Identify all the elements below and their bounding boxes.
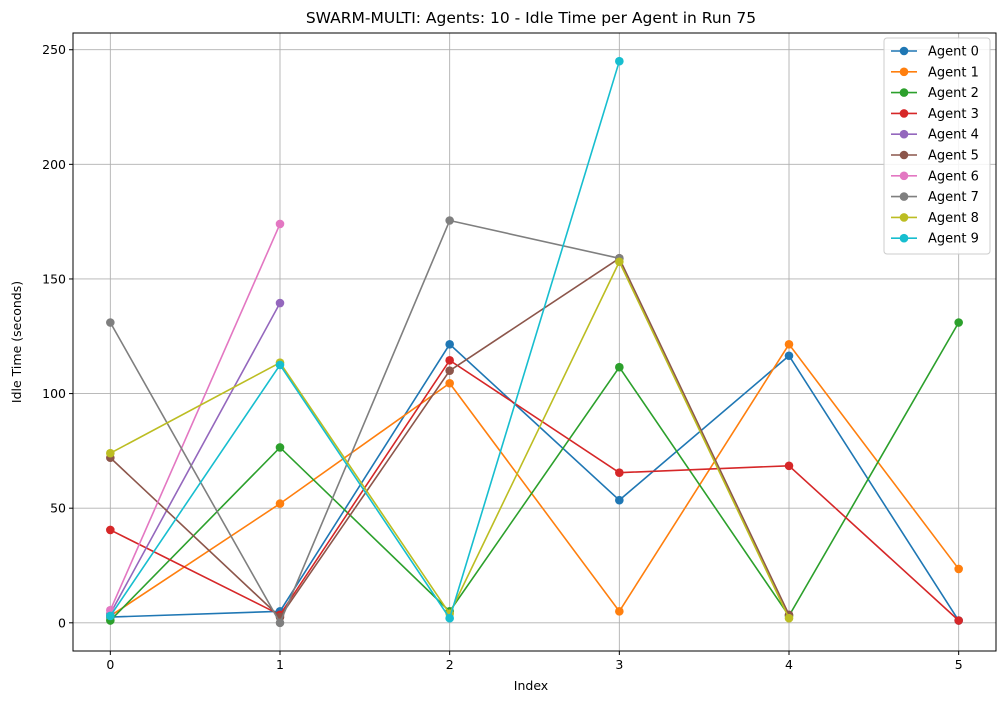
legend-label: Agent 0: [928, 45, 979, 60]
series-line: [110, 343, 960, 621]
series-agent-2: [106, 318, 963, 625]
legend-label: Agent 6: [928, 169, 979, 184]
data-point: [275, 443, 285, 452]
legend-marker: [899, 109, 909, 118]
legend-item: Agent 2: [891, 86, 979, 101]
data-point: [106, 318, 115, 327]
x-tick-label: 5: [955, 657, 963, 672]
data-point: [445, 378, 454, 388]
data-point: [784, 339, 794, 349]
series-line: [109, 60, 621, 621]
x-tick-label: 3: [615, 657, 623, 672]
series-line: [109, 342, 960, 617]
x-tick-label: 4: [785, 657, 793, 672]
legend-label: Agent 8: [928, 211, 979, 226]
series-agent-7: [106, 216, 624, 628]
legend-label: Agent 3: [928, 107, 979, 122]
legend-marker: [899, 171, 909, 181]
data-point: [784, 351, 794, 361]
data-point: [445, 216, 454, 225]
x-axis-label: Index: [514, 678, 548, 693]
series-line: [109, 302, 281, 615]
legend-marker: [899, 192, 909, 201]
legend-label: Agent 4: [928, 128, 979, 143]
x-tick-label: 0: [106, 657, 114, 672]
data-point: [615, 362, 624, 372]
y-tick-label: 100: [42, 386, 66, 401]
data-point: [445, 366, 454, 375]
legend-label: Agent 7: [928, 190, 979, 205]
data-point: [615, 607, 624, 616]
data-point: [615, 257, 624, 267]
legend-item: Agent 1: [891, 65, 979, 80]
legend-marker: [899, 150, 909, 160]
legend-marker: [899, 46, 909, 56]
data-point: [445, 339, 454, 349]
data-point: [615, 468, 624, 477]
data-point: [784, 461, 794, 471]
legend-label: Agent 9: [928, 232, 979, 247]
plot-frame: [72, 32, 997, 652]
data-point: [275, 618, 285, 628]
legend-label: Agent 1: [928, 65, 979, 80]
legend-item: Agent 0: [891, 45, 979, 60]
data-point: [954, 318, 963, 327]
series-line: [109, 322, 960, 622]
series-agent-1: [106, 339, 963, 621]
series-agent-6: [106, 219, 285, 615]
series-line: [109, 219, 620, 625]
data-point: [275, 298, 285, 308]
y-tick-label: 150: [42, 271, 66, 286]
data-point: [615, 495, 624, 505]
legend-marker: [899, 67, 909, 77]
data-point: [106, 611, 115, 621]
y-tick-label: 0: [58, 615, 66, 630]
y-tick-label: 50: [50, 501, 66, 516]
x-axis: 0 1 2 3 4 5: [106, 651, 963, 672]
series-layer: [106, 56, 963, 628]
data-point: [275, 360, 285, 370]
series-agent-9: [106, 56, 624, 623]
legend-item: Agent 4: [891, 128, 979, 143]
series-line: [109, 223, 281, 611]
legend-label: Agent 5: [928, 149, 979, 164]
legend-label: Agent 2: [928, 86, 979, 101]
data-point: [784, 613, 794, 623]
legend-marker: [899, 233, 909, 243]
x-tick-label: 2: [446, 657, 454, 672]
legend-item: Agent 8: [891, 211, 979, 226]
data-point: [445, 356, 454, 365]
y-axis: 0 50 100 150 200 250: [42, 42, 73, 630]
legend-marker: [899, 129, 909, 139]
y-axis-label: Idle Time (seconds): [9, 281, 24, 403]
legend-marker: [899, 88, 909, 97]
legend-item: Agent 9: [891, 232, 979, 247]
series-agent-4: [106, 298, 285, 618]
legend-item: Agent 6: [891, 169, 979, 184]
data-point: [106, 448, 115, 458]
series-agent-0: [106, 339, 963, 625]
data-point: [275, 499, 285, 508]
y-tick-label: 200: [42, 157, 66, 172]
legend-item: Agent 7: [891, 190, 979, 205]
data-point: [615, 56, 624, 66]
data-point: [445, 613, 454, 623]
y-tick-label: 250: [42, 42, 66, 57]
chart-title: SWARM-MULTI: Agents: 10 - Idle Time per …: [306, 9, 756, 27]
legend-item: Agent 3: [891, 107, 979, 122]
data-point: [954, 616, 963, 625]
data-point: [275, 219, 285, 229]
x-tick-label: 1: [276, 657, 284, 672]
legend-marker: [899, 213, 909, 222]
legend: Agent 0 Agent 1 Agent 2 Agent 3 Agent 4 Agent…: [883, 37, 991, 255]
data-point: [106, 525, 115, 535]
series-line: [109, 359, 960, 622]
data-point: [954, 564, 963, 574]
legend-item: Agent 5: [891, 149, 979, 164]
